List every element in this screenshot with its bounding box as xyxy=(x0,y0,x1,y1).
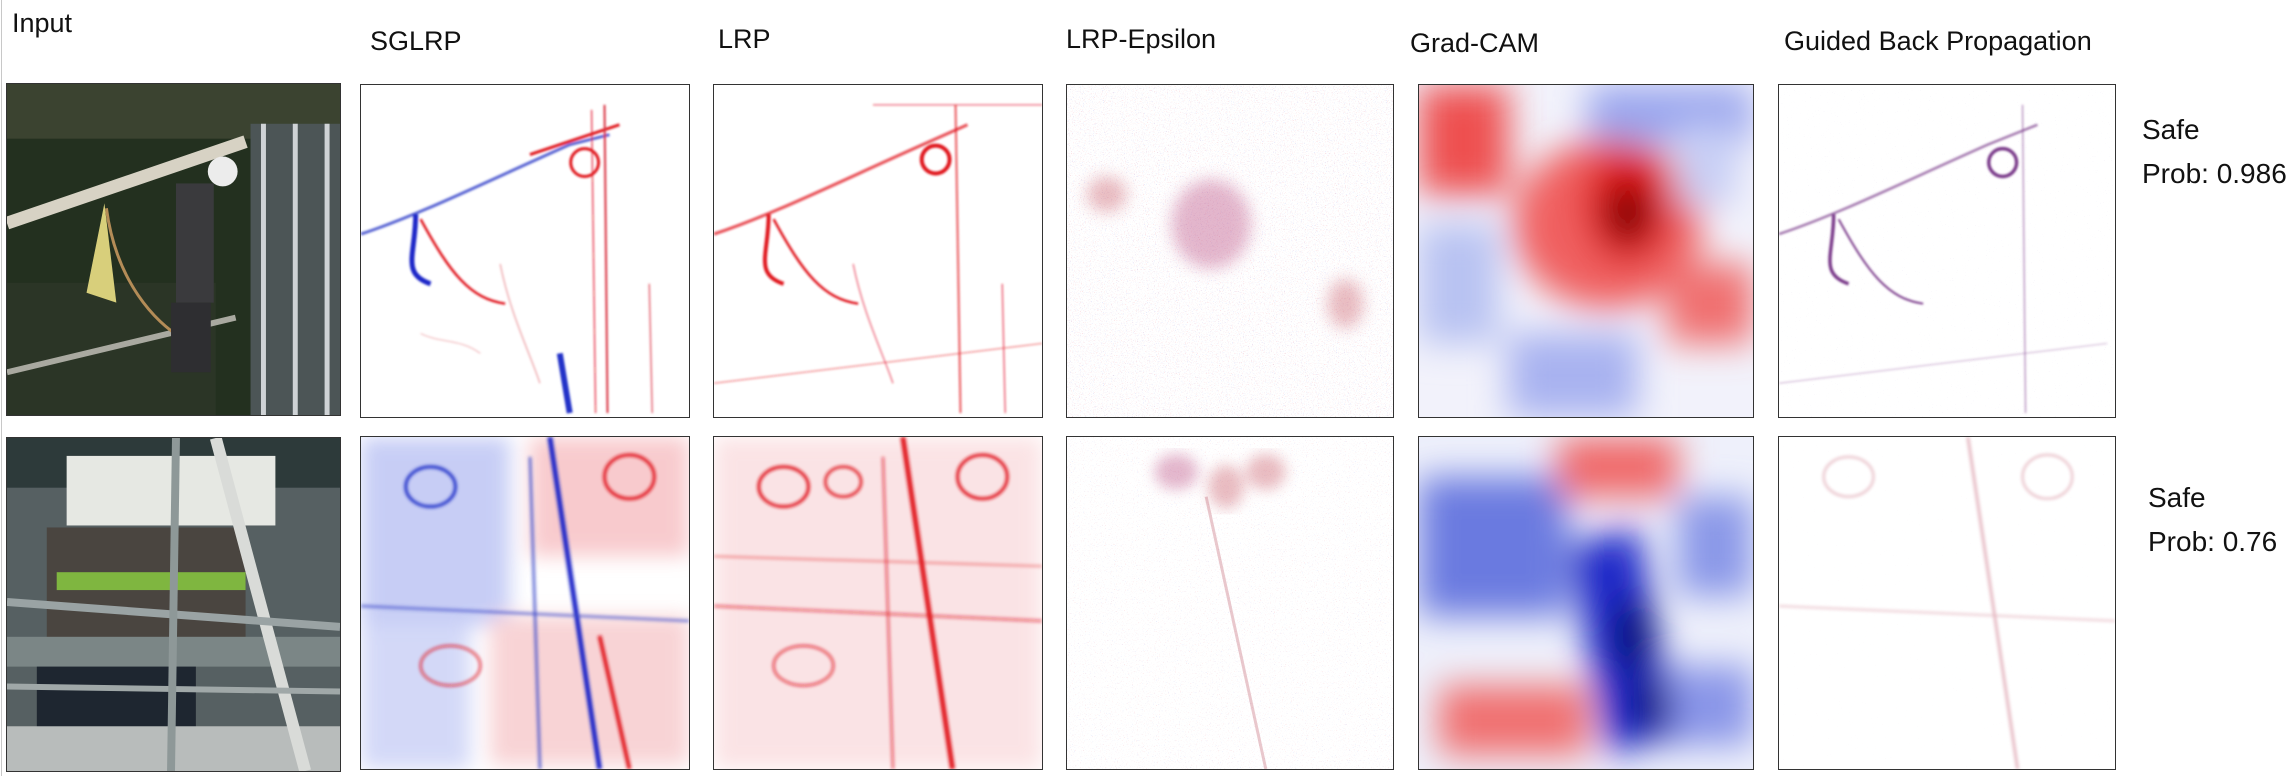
gradcam-heatmap-row1 xyxy=(1418,84,1754,418)
sglrp-heatmap-row2 xyxy=(360,436,690,770)
result-label-row1: Safe xyxy=(2142,114,2200,145)
left-edge-rule xyxy=(1,0,2,776)
column-title-gbp: Guided Back Propagation xyxy=(1784,26,2092,56)
lrp-heatmap-row2 xyxy=(713,436,1043,770)
column-title-sglrp: SGLRP xyxy=(370,26,462,56)
input-photo-row1 xyxy=(6,83,341,416)
lrp-epsilon-heatmap-row1 xyxy=(1066,84,1394,418)
result-row2: Safe Prob: 0.76 xyxy=(2148,476,2277,564)
lrp-heatmap-row1 xyxy=(713,84,1043,418)
column-title-lrp: LRP xyxy=(718,24,771,54)
gbp-heatmap-row1 xyxy=(1778,84,2116,418)
gradcam-heatmap-row2 xyxy=(1418,436,1754,770)
gbp-heatmap-row2 xyxy=(1778,436,2116,770)
sglrp-heatmap-row1 xyxy=(360,84,690,418)
result-label-row2: Safe xyxy=(2148,482,2206,513)
result-prob-row2: Prob: 0.76 xyxy=(2148,526,2278,557)
column-title-lrp-epsilon: LRP-Epsilon xyxy=(1066,24,1217,54)
column-title-gradcam: Grad-CAM xyxy=(1410,28,1540,58)
result-row1: Safe Prob: 0.986 xyxy=(2142,108,2287,196)
column-title-input: Input xyxy=(12,8,73,38)
result-prob-row1: Prob: 0.986 xyxy=(2142,158,2287,189)
input-photo-row2 xyxy=(6,437,341,772)
lrp-epsilon-heatmap-row2 xyxy=(1066,436,1394,770)
